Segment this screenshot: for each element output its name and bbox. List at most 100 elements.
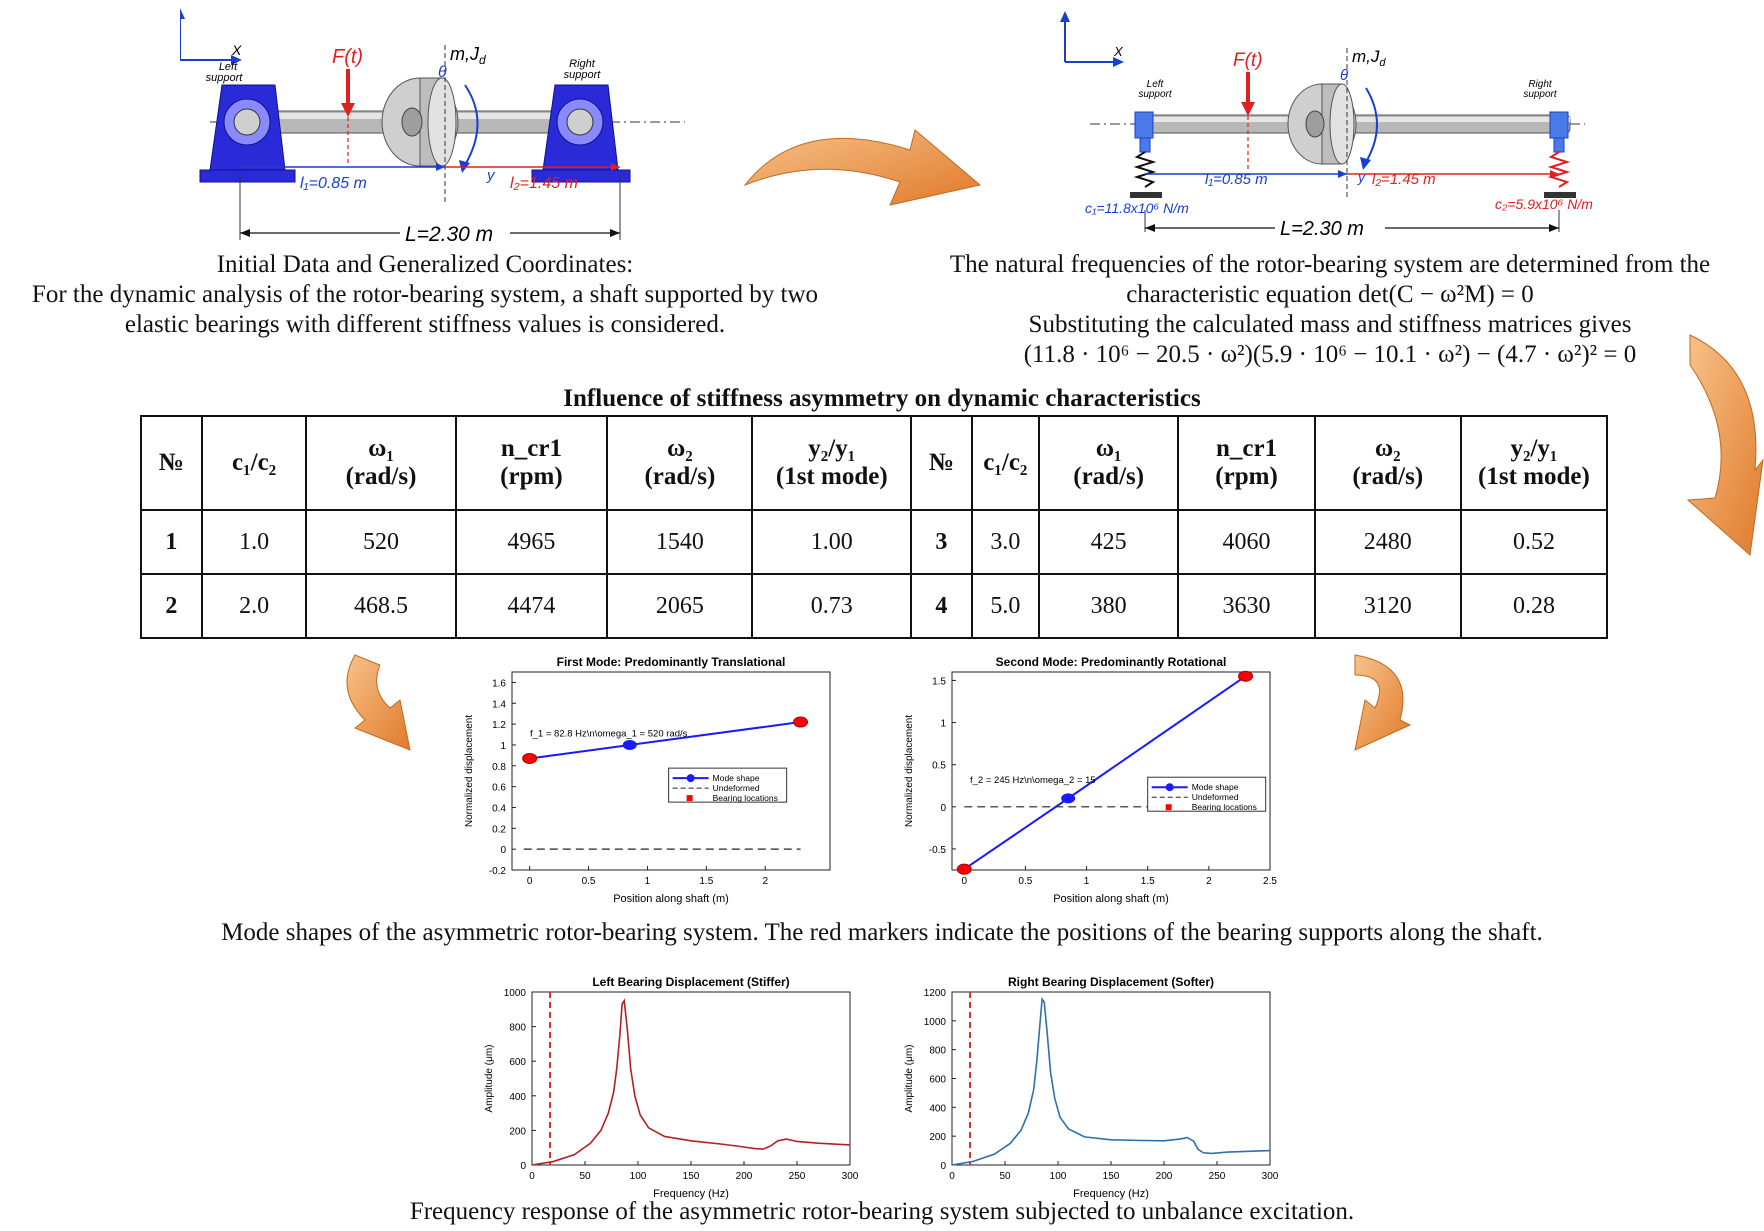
table-cell: 4060: [1177, 509, 1316, 575]
chart-title: Left Bearing Displacement (Stiffer): [592, 975, 789, 989]
header-number: №: [140, 415, 203, 511]
header-number: №: [910, 415, 973, 511]
y-tick-label: 400: [509, 1092, 526, 1103]
chart-title: Second Mode: Predominantly Rotational: [996, 655, 1227, 669]
legend-swatch: [686, 774, 695, 783]
y-axis-label: Amplitude (μm): [484, 1045, 495, 1113]
y-tick-label: 0.5: [932, 761, 946, 772]
force-label: F(t): [1233, 50, 1263, 71]
legend-label: Undeformed: [1192, 792, 1239, 802]
disk-marker: [1061, 793, 1076, 804]
x-tick-label: 100: [1050, 1171, 1067, 1182]
response-curve: [531, 998, 851, 1166]
x-tick-label: 0: [527, 876, 533, 887]
x-axis-label: Position along shaft (m): [613, 893, 729, 905]
x-tick-label: 50: [999, 1171, 1011, 1182]
y-tick-label: 800: [509, 1023, 526, 1034]
x-tick-label: 0.5: [582, 876, 596, 887]
frequency-annotation: f_1 = 82.8 Hz\n\omega_1 = 520 rad/s: [530, 729, 688, 740]
chart-first-mode: First Mode: Predominantly Translational 0…: [464, 655, 831, 905]
y-tick-label: 1000: [924, 1017, 947, 1028]
y-axis-label: Amplitude (μm): [904, 1045, 915, 1113]
x-tick-label: 1.5: [699, 876, 713, 887]
theta-label: θ: [438, 64, 447, 81]
y-tick-label: 1.5: [932, 676, 946, 687]
legend-label: Bearing locations: [713, 793, 778, 803]
x-tick-label: 2: [762, 876, 768, 887]
caption-frequency: Frequency response of the asymmetric rot…: [409, 1198, 1355, 1225]
y-tick-label: 1.4: [492, 699, 506, 710]
x-tick-label: 0: [949, 1171, 955, 1182]
x-tick-label: 200: [1156, 1171, 1173, 1182]
y-tick-label: 800: [929, 1046, 946, 1057]
x-axis-label: Frequency (Hz): [653, 1188, 729, 1200]
x-tick-label: 150: [683, 1171, 700, 1182]
l2-label: l₂=1.45 m: [510, 175, 578, 192]
y-axis-label: Normalized displacement: [464, 715, 475, 827]
x-tick-label: 250: [789, 1171, 806, 1182]
y-tick-label: 1.2: [492, 720, 506, 731]
header-omega1: ω₁ (rad/s): [305, 415, 457, 511]
chart-title: First Mode: Predominantly Translational: [557, 655, 786, 669]
x-tick-label: 300: [1262, 1171, 1279, 1182]
mass-label: m,Jd: [450, 44, 486, 67]
table-cell: 0.28: [1459, 573, 1609, 639]
x-tick-label: 2: [1206, 876, 1212, 887]
chart-title: Right Bearing Displacement (Softer): [1008, 975, 1214, 989]
table-cell: 3.0: [970, 509, 1040, 575]
flow-arrow-right: [1686, 334, 1764, 556]
y-tick-label: 1000: [504, 988, 527, 999]
c2-label: c₂=5.9x10⁶ N/m: [1495, 196, 1593, 212]
table-cell: 1.0: [200, 509, 308, 575]
table-cell: 4965: [454, 509, 609, 575]
chart-right-bearing: Right Bearing Displacement (Softer) 0 50 10…: [904, 975, 1279, 1200]
theta-label: θ: [1340, 67, 1348, 84]
caption-right: The natural frequencies of the rotor-bea…: [910, 250, 1750, 370]
mass-label: m,Jd: [1352, 47, 1386, 69]
x-axis-label: Position along shaft (m): [1053, 893, 1169, 905]
caption-modes: Mode shapes of the asymmetric rotor-bear…: [221, 919, 1543, 946]
l1-label: l₁=0.85 m: [300, 175, 367, 192]
table-header-row: № c₁/c₂ ω₁ (rad/s) n_cr1 (rpm) ω₂ (rad/s…: [140, 415, 1609, 511]
table-cell: 1.00: [751, 509, 913, 575]
table-cell: 5.0: [970, 573, 1040, 639]
legend-label: Bearing locations: [1192, 802, 1257, 812]
header-ncr1: n_cr1 (rpm): [454, 415, 609, 511]
x-tick-label: 1: [1084, 876, 1090, 887]
chart-left-bearing: Left Bearing Displacement (Stiffer) 0 50 10…: [484, 975, 859, 1200]
x-tick-label: 0: [529, 1171, 535, 1182]
flow-arrow-top: [743, 129, 982, 206]
frequency-annotation: f_2 = 245 Hz\n\omega_2 = 15: [970, 775, 1096, 786]
bearing-marker: [793, 716, 809, 728]
c1-label: c₁=11.8x10⁶ N/m: [1085, 200, 1189, 216]
l2-label: l₂=1.45 m: [1372, 171, 1436, 188]
y-tick-label: 0: [520, 1161, 526, 1172]
table-cell: 3630: [1177, 573, 1316, 639]
y-tick-label: 1200: [924, 988, 947, 999]
y-label: y: [1357, 169, 1366, 185]
header-ratio-y: y₂/y₁ (1st mode): [1459, 415, 1609, 511]
x-tick-label: 200: [736, 1171, 753, 1182]
caption-left-line-1: Initial Data and Generalized Coordinates…: [216, 251, 634, 278]
table-cell: 2.0: [200, 573, 308, 639]
y-label: y: [486, 167, 496, 184]
y-tick-label: 0.2: [492, 824, 506, 835]
header-ncr1: n_cr1 (rpm): [1177, 415, 1316, 511]
y-tick-label: 200: [509, 1126, 526, 1137]
table-cell: 0.52: [1459, 509, 1609, 575]
y-tick-label: 600: [929, 1075, 946, 1086]
left-support-label: Left support: [206, 61, 244, 84]
caption-left-line-3: elastic bearings with different stiffnes…: [124, 311, 726, 338]
table-cell: 4: [910, 573, 973, 639]
x-tick-label: 300: [842, 1171, 859, 1182]
header-omega2: ω₂ (rad/s): [606, 415, 754, 511]
y-tick-label: 0.6: [492, 783, 506, 794]
x-tick-label: 50: [579, 1171, 591, 1182]
plot-area: [951, 991, 1271, 1166]
plot-area: [951, 671, 1271, 871]
x-tick-label: 1: [645, 876, 651, 887]
y-tick-label: 0.4: [492, 803, 506, 814]
y-tick-label: 0.8: [492, 762, 506, 773]
